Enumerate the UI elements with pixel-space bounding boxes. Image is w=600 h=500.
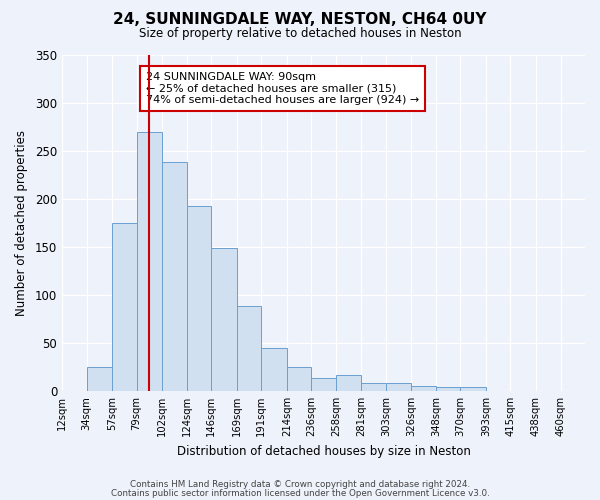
Bar	[336, 374, 361, 391]
Bar	[460, 387, 486, 391]
Text: Contains HM Land Registry data © Crown copyright and database right 2024.: Contains HM Land Registry data © Crown c…	[130, 480, 470, 489]
Text: 24, SUNNINGDALE WAY, NESTON, CH64 0UY: 24, SUNNINGDALE WAY, NESTON, CH64 0UY	[113, 12, 487, 28]
Bar	[386, 384, 412, 391]
Bar	[211, 248, 237, 391]
Bar	[237, 306, 261, 391]
X-axis label: Distribution of detached houses by size in Neston: Distribution of detached houses by size …	[176, 444, 470, 458]
Bar	[311, 378, 336, 391]
Bar	[162, 162, 187, 391]
Bar	[412, 386, 436, 391]
Bar	[86, 367, 112, 391]
Bar	[287, 367, 311, 391]
Bar	[137, 132, 162, 391]
Bar	[187, 206, 211, 391]
Bar	[361, 384, 386, 391]
Bar	[436, 387, 460, 391]
Text: 24 SUNNINGDALE WAY: 90sqm
← 25% of detached houses are smaller (315)
74% of semi: 24 SUNNINGDALE WAY: 90sqm ← 25% of detac…	[146, 72, 419, 105]
Text: Size of property relative to detached houses in Neston: Size of property relative to detached ho…	[139, 28, 461, 40]
Bar	[112, 223, 137, 391]
Text: Contains public sector information licensed under the Open Government Licence v3: Contains public sector information licen…	[110, 488, 490, 498]
Y-axis label: Number of detached properties: Number of detached properties	[15, 130, 28, 316]
Bar	[261, 348, 287, 391]
